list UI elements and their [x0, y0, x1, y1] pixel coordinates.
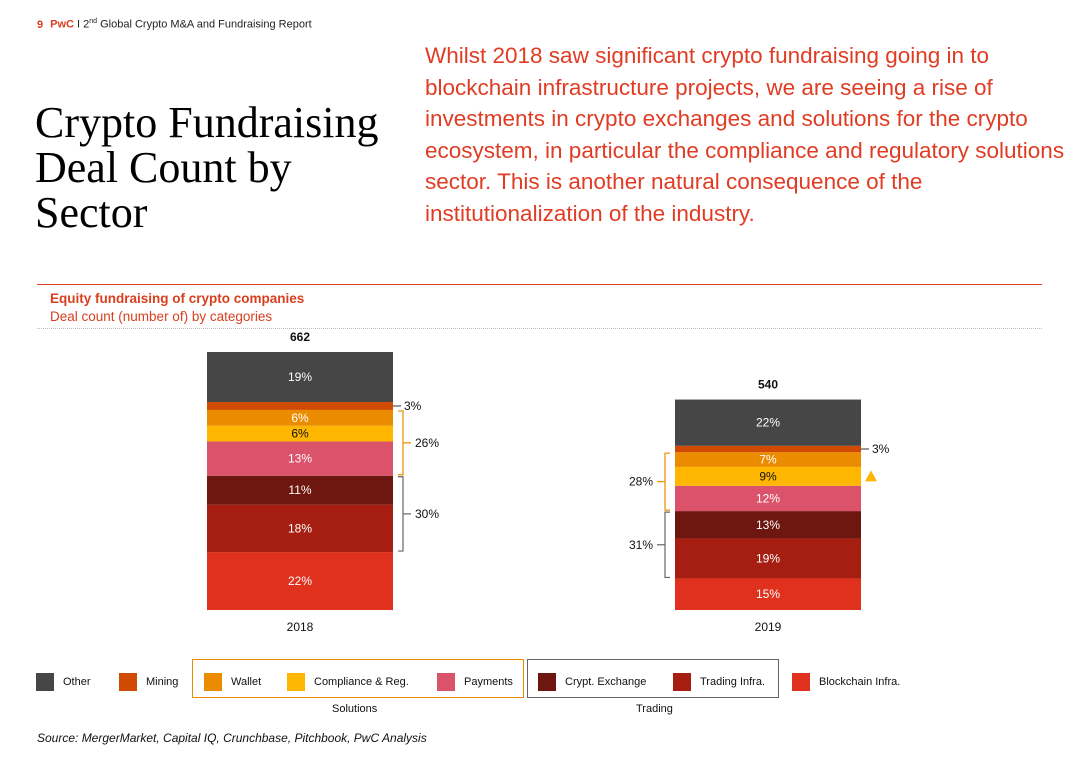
legend-label: Blockchain Infra.	[819, 676, 901, 688]
trading-2018-bracket	[398, 476, 404, 552]
page-title: Crypto Fundraising Deal Count by Sector	[35, 98, 379, 237]
legend-swatch	[36, 673, 54, 691]
data-label-2018: 11%	[288, 483, 311, 497]
data-label-2018: 22%	[288, 574, 312, 588]
bar-segment-2019-wallet	[675, 452, 861, 467]
header-separator: I 2	[73, 18, 90, 31]
legend-item-wallet: Wallet	[204, 672, 261, 692]
data-label-2018: 6%	[291, 427, 309, 441]
legend-swatch	[287, 673, 305, 691]
legend-item-trading-infra-: Trading Infra.	[673, 672, 765, 692]
legend-group-label-trading: Trading	[636, 703, 673, 715]
legend-item-crypt-exchange: Crypt. Exchange	[538, 672, 646, 692]
source-note: Source: MergerMarket, Capital IQ, Crunch…	[37, 731, 427, 745]
solutions-2019-bracket-label: 28%	[629, 475, 653, 489]
data-label-2018: 19%	[288, 370, 312, 384]
trading-2019-bracket	[664, 511, 670, 579]
bar-segment-2018-compliance-reg-	[207, 425, 393, 442]
legend-swatch	[792, 673, 810, 691]
bar-segment-2019-blockchain-infra-	[675, 578, 861, 610]
solutions-2019-bracket	[664, 452, 670, 511]
data-label-2018: 6%	[291, 411, 309, 425]
legend-swatch	[538, 673, 556, 691]
data-label-2019: 22%	[756, 416, 780, 430]
legend-label: Wallet	[231, 676, 262, 688]
solutions-2018-bracket-label: 26%	[415, 436, 439, 450]
bar-segment-2019-crypt-exchange	[675, 511, 861, 539]
bar-segment-2018-wallet	[207, 409, 393, 426]
chart-title: Equity fundraising of crypto companies	[50, 291, 305, 306]
trading-2019-bracket-label: 31%	[629, 538, 653, 552]
legend-group-label-solutions: Solutions	[332, 703, 378, 715]
bar-segment-2018-other	[207, 352, 393, 403]
legend-group-box-solutions	[192, 659, 524, 698]
x-tick-label-2019: 2019	[755, 620, 782, 634]
bar-segment-2018-blockchain-infra-	[207, 552, 393, 610]
total-label-2018: 662	[290, 330, 310, 344]
data-label-2018: 18%	[288, 521, 312, 535]
mining-label-2019: 3%	[872, 442, 890, 456]
legend-swatch	[204, 673, 222, 691]
legend-item-mining: Mining	[119, 672, 178, 692]
legend-swatch	[437, 673, 455, 691]
legend-item-other: Other	[36, 672, 91, 692]
legend-label: Payments	[464, 676, 513, 688]
report-title: Global Crypto M&A and Fundraising Report	[97, 18, 312, 31]
top-divider	[37, 284, 1042, 285]
trading-2018-bracket-label: 30%	[415, 507, 439, 521]
bar-segment-2019-mining	[675, 445, 861, 453]
bar-segment-2019-other	[675, 399, 861, 446]
brand-name: PwC	[50, 18, 74, 31]
legend-label: Trading Infra.	[700, 676, 766, 688]
legend-label: Compliance & Reg.	[314, 676, 409, 688]
data-label-2019: 12%	[756, 491, 780, 505]
report-header: 9 PwC I 2nd Global Crypto M&A and Fundrai…	[37, 18, 312, 31]
data-label-2019: 19%	[756, 551, 780, 565]
legend-label: Other	[63, 676, 91, 688]
intro-text: Whilst 2018 saw significant crypto fundr…	[425, 43, 1065, 226]
chart-heading: Equity fundraising of crypto companies D…	[50, 290, 304, 326]
data-label-2019: 15%	[756, 587, 780, 601]
legend-swatch	[119, 673, 137, 691]
legend-label: Crypt. Exchange	[565, 676, 647, 688]
bar-segment-2018-trading-infra-	[207, 504, 393, 553]
data-label-2019: 13%	[756, 518, 780, 532]
mining-label-2018: 3%	[404, 399, 422, 413]
x-tick-label-2018: 2018	[287, 620, 314, 634]
bar-segment-2019-trading-infra-	[675, 538, 861, 579]
legend-item-compliance-reg-: Compliance & Reg.	[287, 672, 409, 692]
bar-segment-2018-crypt-exchange	[207, 475, 393, 505]
legend-swatch	[673, 673, 691, 691]
bar-segment-2019-compliance-reg-	[675, 466, 861, 486]
bar-segment-2019-payments	[675, 485, 861, 512]
chart-subtitle: Deal count (number of) by categories	[50, 309, 273, 324]
legend-group-box-trading	[527, 659, 779, 698]
page-number: 9	[37, 18, 44, 31]
legend-item-blockchain-infra-: Blockchain Infra.	[792, 672, 900, 692]
legend-item-payments: Payments	[437, 672, 513, 692]
increase-arrow-icon	[865, 470, 877, 482]
data-label-2019: 7%	[759, 453, 777, 467]
legend-label: Mining	[146, 676, 179, 688]
dotted-divider	[37, 328, 1042, 329]
data-label-2019: 9%	[759, 469, 777, 483]
solutions-2018-bracket	[398, 410, 404, 476]
bar-segment-2018-mining	[207, 402, 393, 410]
data-label-2018: 13%	[288, 452, 312, 466]
header-superscript: nd	[89, 18, 98, 25]
total-label-2019: 540	[758, 378, 778, 392]
bar-segment-2018-payments	[207, 441, 393, 476]
